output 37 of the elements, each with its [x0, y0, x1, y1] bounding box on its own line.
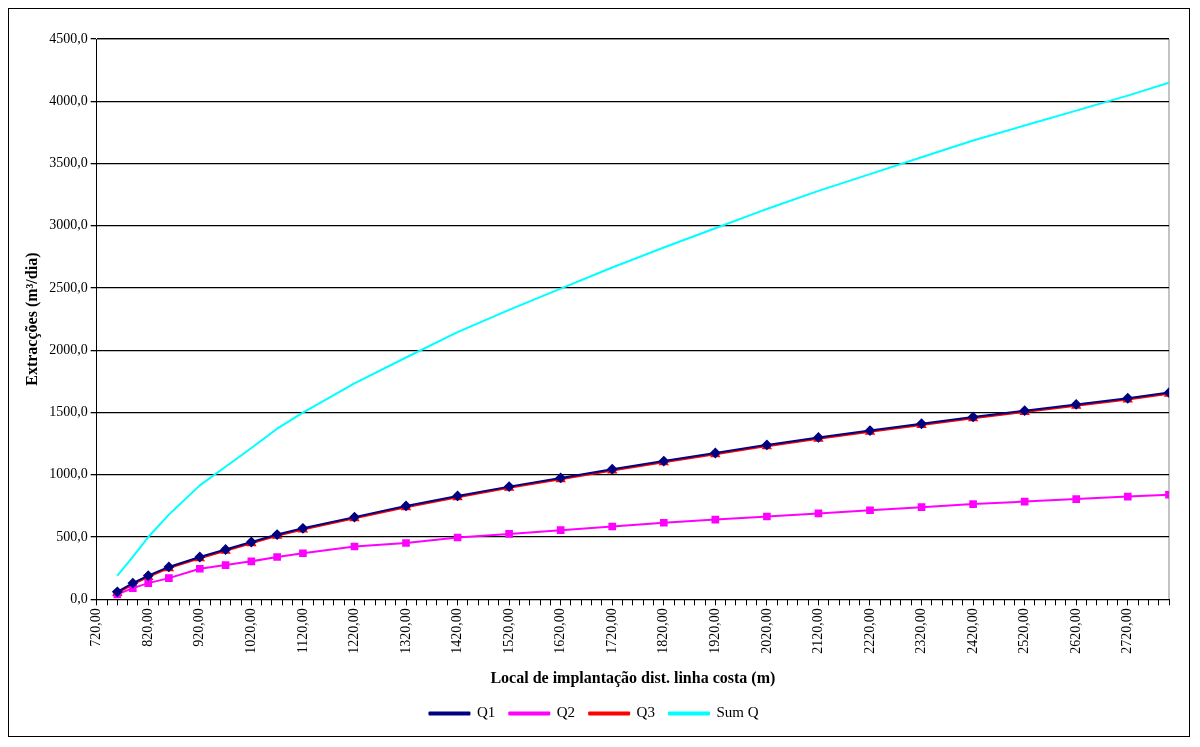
x-tick-label: 1120,00: [294, 608, 310, 654]
x-tick-label: 2320,00: [913, 608, 929, 654]
y-tick-label: 3500,0: [49, 155, 88, 171]
x-tick-label: 2720,00: [1119, 608, 1135, 654]
legend-label: Q1: [476, 704, 496, 721]
x-tick-label: 2420,00: [964, 608, 980, 654]
legend-label: Sum Q: [716, 704, 759, 721]
x-tick-label: 820,00: [139, 608, 155, 647]
x-tick-label: 1720,00: [603, 608, 619, 654]
x-tick-label: 2520,00: [1016, 608, 1032, 654]
x-tick-label: 2220,00: [861, 608, 877, 654]
x-tick-label: 1620,00: [552, 608, 568, 654]
x-axis-title: Local de implantação dist. linha costa (m): [490, 668, 776, 687]
x-tick-label: 2020,00: [758, 608, 774, 654]
y-tick-label: 1000,0: [49, 466, 88, 482]
x-tick-label: 1320,00: [397, 608, 413, 654]
x-tick-label: 2620,00: [1067, 608, 1083, 654]
y-tick-label: 3000,0: [49, 217, 88, 233]
y-tick-label: 4000,0: [49, 92, 88, 108]
y-tick-label: 2000,0: [49, 341, 88, 357]
y-tick-label: 500,0: [56, 528, 88, 544]
x-tick-label: 1020,00: [243, 608, 259, 654]
x-tick-label: 1520,00: [500, 608, 516, 654]
x-tick-label: 1920,00: [707, 608, 723, 654]
y-tick-label: 4500,0: [49, 30, 88, 46]
y-axis-title: Extracções (m³/dia): [22, 252, 41, 386]
x-tick-label: 720,00: [88, 608, 104, 647]
y-tick-label: 2500,0: [49, 279, 88, 295]
y-tick-label: 1500,0: [49, 404, 88, 420]
legend-label: Q2: [556, 704, 576, 721]
x-tick-label: 1820,00: [655, 608, 671, 654]
x-tick-label: 1420,00: [449, 608, 465, 654]
legend-label: Q3: [636, 704, 655, 721]
x-tick-label: 920,00: [191, 608, 207, 647]
x-tick-label: 1220,00: [346, 608, 362, 654]
y-tick-label: 0,0: [70, 590, 88, 606]
x-tick-label: 2120,00: [810, 608, 826, 654]
